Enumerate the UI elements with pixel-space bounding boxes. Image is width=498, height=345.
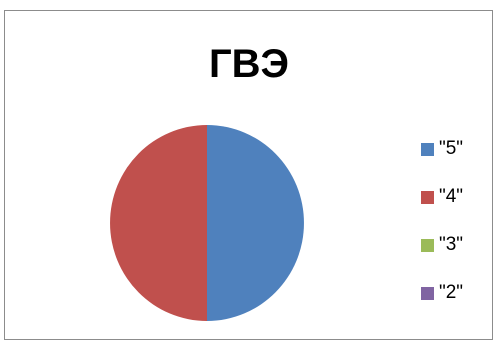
legend-item: "2" (421, 281, 463, 305)
chart-title: ГВЭ (208, 42, 290, 86)
legend-label: "2" (439, 282, 464, 303)
legend-label: "3" (439, 234, 464, 255)
legend-swatch (421, 286, 434, 300)
legend-swatch (421, 238, 434, 252)
legend-swatch (421, 190, 434, 204)
legend-item: "3" (421, 233, 463, 257)
legend-item: "4" (421, 185, 463, 209)
legend-label: "5" (439, 138, 464, 159)
pie-slice-2 (110, 125, 207, 321)
legend-label: "4" (439, 186, 464, 207)
legend-swatch (421, 142, 434, 156)
pie-slice-1 (207, 125, 304, 321)
legend-item: "5" (421, 137, 463, 161)
